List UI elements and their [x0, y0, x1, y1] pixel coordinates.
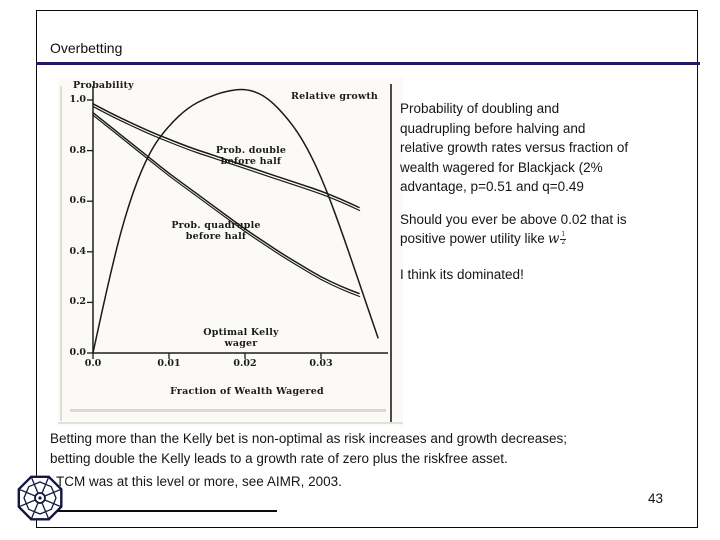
- y-tick-0.6: 0.6: [69, 195, 86, 206]
- slide-border: [36, 10, 698, 528]
- prob-double-label: Prob. double before half: [214, 145, 288, 167]
- page-number: 43: [648, 491, 664, 506]
- kelly-betting-chart: Probability Relative growth Prob. double…: [58, 78, 403, 426]
- octagon-wheel-logo: [17, 475, 63, 521]
- x-tick-0.0: 0.0: [84, 358, 102, 369]
- prob-double-label-line1: Prob. double: [215, 145, 287, 156]
- caption-line: advantage, p=0.51 and q=0.49: [400, 179, 584, 194]
- y-tick-0.4: 0.4: [69, 246, 86, 257]
- x-tick-0.02: 0.02: [233, 358, 257, 369]
- caption-line: relative growth rates versus fraction of: [400, 140, 629, 155]
- prob-quadruple-label-line2: before half: [185, 231, 247, 242]
- title-rule: [36, 62, 700, 65]
- dominated-remark: I think its dominated!: [400, 266, 524, 282]
- y-tick-0.0: 0.0: [69, 347, 86, 358]
- math-base: w: [547, 231, 560, 247]
- math-numerator: 1: [560, 231, 567, 240]
- x-tick-0.03: 0.03: [309, 358, 333, 369]
- prob-double-label-line2: before half: [220, 156, 282, 167]
- utility-note-line2-text: positive power utility like: [400, 231, 545, 246]
- prob-quadruple-label: Prob. quadruple before half: [170, 220, 262, 242]
- utility-note-line1: Should you ever be above 0.02 that is: [400, 211, 627, 227]
- x-tick-0.01: 0.01: [157, 358, 181, 369]
- slide-title: Overbetting: [50, 40, 123, 56]
- caption-line: Probability of doubling and: [400, 101, 560, 116]
- chart-y-axis-label: Probability: [73, 80, 134, 91]
- scan-artifact-right: [390, 84, 392, 424]
- scan-artifact-smudge: [70, 409, 386, 412]
- caption-line: quadrupling before halving and: [400, 120, 586, 136]
- relative-growth-label: Relative growth: [291, 91, 379, 102]
- ltcm-footer-note: TCM was at this level or more, see AIMR,…: [56, 474, 342, 489]
- y-tick-1.0: 1.0: [69, 94, 86, 105]
- chart-svg: [87, 86, 388, 359]
- scan-artifact-bottom: [58, 422, 403, 424]
- prob-quadruple-label-line1: Prob. quadruple: [171, 220, 261, 231]
- y-tick-0.8: 0.8: [69, 145, 86, 156]
- y-tick-0.2: 0.2: [69, 296, 86, 307]
- scan-artifact-left: [60, 86, 62, 421]
- optimal-kelly-label: Optimal Kelly wager: [203, 327, 279, 349]
- caption-text-block: Probability of doubling and quadrupling …: [400, 99, 692, 284]
- utility-note-line2: positive power utility like w 1 2: [400, 229, 692, 250]
- chart-x-axis-label: Fraction of Wealth Wagered: [170, 386, 324, 397]
- kelly-explanation-line2: betting double the Kelly leads to a grow…: [50, 450, 508, 466]
- footer-divider-line: [55, 510, 277, 512]
- kelly-explanation-paragraph: Betting more than the Kelly bet is non-o…: [50, 429, 567, 468]
- math-denominator: 2: [561, 238, 566, 246]
- kelly-explanation-line1: Betting more than the Kelly bet is non-o…: [50, 431, 568, 446]
- caption-line: wealth wagered for Blackjack (2%: [400, 159, 603, 175]
